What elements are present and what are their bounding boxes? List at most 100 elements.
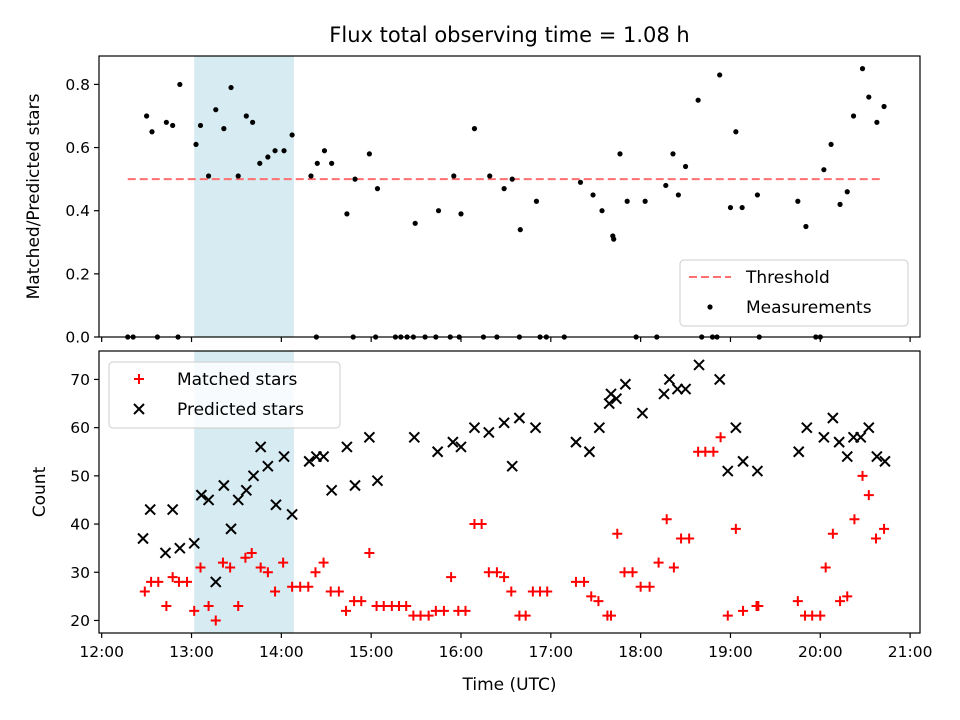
predicted-stars-point — [408, 431, 420, 443]
predicted-stars-point — [363, 431, 376, 443]
measurements-point — [257, 160, 263, 166]
predicted-stars-point — [833, 436, 845, 448]
measurements-point — [344, 211, 350, 217]
predicted-stars-point — [498, 417, 510, 429]
chart-title: Flux total observing time = 1.08 h — [329, 23, 689, 47]
predicted-stars-point — [447, 436, 459, 448]
predicted-stars-point — [144, 503, 156, 516]
matched-stars-point — [333, 586, 344, 597]
predicted-stars-point — [349, 479, 361, 492]
matched-stars-point — [722, 610, 733, 621]
matched-stars-point — [684, 533, 695, 544]
x-tick-label: 16:00 — [439, 643, 484, 661]
predicted-stars-point — [218, 479, 230, 492]
predicted-stars-point — [593, 421, 606, 434]
y-tick-label: 50 — [70, 467, 90, 485]
matched-stars-point — [653, 557, 664, 568]
measurements-point — [717, 72, 723, 78]
matched-stars-point — [423, 610, 434, 621]
matched-stars-point — [668, 562, 679, 573]
measurements-point — [177, 81, 183, 88]
predicted-stars-point — [818, 431, 830, 443]
matched-stars-point — [612, 528, 623, 539]
ratio-x-ticks — [101, 337, 911, 342]
x-tick-label: 20:00 — [798, 643, 843, 661]
matched-stars-point — [303, 581, 314, 592]
matched-stars-point — [870, 533, 881, 544]
matched-stars-point — [792, 596, 803, 607]
matched-stars-point — [217, 557, 228, 568]
measurements-point — [197, 122, 204, 129]
predicted-stars-point — [317, 450, 330, 463]
y-tick-label: 70 — [70, 371, 90, 389]
measurements-point — [881, 103, 887, 110]
observing-span-top — [194, 56, 294, 337]
measurements-point — [670, 151, 676, 157]
predicted-stars-point — [202, 494, 215, 506]
predicted-stars-point — [195, 489, 208, 501]
measurements-point — [727, 204, 734, 211]
measurements-point — [850, 113, 857, 119]
y-tick-label: 40 — [70, 516, 90, 534]
predicted-stars-point — [431, 446, 444, 458]
legend-box — [679, 259, 909, 327]
predicted-stars-point — [751, 465, 764, 477]
y-tick-label: 20 — [70, 612, 90, 630]
predicted-stars-point — [278, 450, 290, 463]
measurements-point — [487, 173, 493, 179]
measurements-point — [682, 163, 689, 170]
matched-stars-point — [542, 586, 553, 597]
predicted-stars-point — [483, 426, 495, 439]
measurements-point — [235, 173, 241, 179]
measurements-point — [281, 148, 287, 154]
predicted-stars-point — [254, 441, 267, 453]
predicted-stars-point — [270, 499, 282, 511]
measurements-point — [501, 186, 507, 192]
count-panel: 20 30 40 50 60 70 12:00 13:00 14:00 15:00 16:00 17… — [30, 350, 932, 695]
predicted-stars-point — [663, 373, 676, 386]
predicted-stars-point — [506, 460, 518, 472]
ratio-y-axis-label: Matched/Predicted stars — [24, 93, 44, 299]
predicted-stars-point — [693, 359, 705, 371]
predicted-stars-point — [325, 484, 338, 497]
matched-stars-point — [203, 601, 214, 612]
measurements-point — [611, 236, 617, 242]
matched-stars-point — [161, 601, 172, 612]
measurements-point — [243, 113, 249, 119]
matched-stars-point — [661, 514, 672, 525]
matched-stars-point — [341, 605, 352, 616]
measurements-point — [250, 119, 256, 125]
measurements-point — [458, 211, 464, 217]
matched-stars-point — [520, 610, 531, 621]
legend-box — [108, 361, 341, 429]
measurements-point — [663, 182, 669, 189]
legend-label-predicted: Predicted stars — [177, 400, 304, 420]
count-marks — [137, 359, 891, 626]
predicted-stars-point — [801, 421, 813, 434]
measurements-point — [803, 223, 809, 230]
matched-stars-point — [863, 490, 874, 501]
measurements-point — [374, 186, 381, 192]
matched-stars-point — [835, 596, 846, 607]
predicted-stars-point — [529, 421, 542, 434]
measurements-point — [265, 154, 271, 160]
matched-stars-point — [476, 519, 487, 530]
matched-stars-point — [738, 605, 749, 616]
ratio-panel: 0.0 0.2 0.4 0.6 0.8 Flux total observing tim… — [24, 23, 921, 347]
matched-stars-point — [753, 601, 764, 612]
predicted-stars-point — [247, 470, 260, 482]
matched-stars-point — [310, 567, 321, 578]
measurements-point — [352, 176, 358, 182]
measurements-point — [837, 201, 843, 207]
measurements-point — [272, 148, 278, 154]
predicted-stars-point — [303, 455, 315, 468]
matched-stars-point — [356, 596, 367, 607]
matched-stars-point — [153, 576, 164, 587]
matched-stars-point — [606, 610, 617, 621]
y-tick-label: 0.0 — [65, 329, 90, 347]
y-tick-label: 0.2 — [65, 265, 90, 283]
measurements-point — [228, 84, 234, 91]
predicted-stars-point — [671, 383, 684, 395]
measurements-point — [866, 94, 872, 100]
